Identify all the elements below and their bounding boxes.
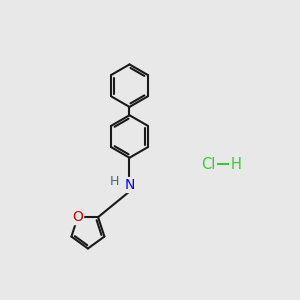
Text: H: H	[230, 157, 241, 172]
Text: H: H	[110, 175, 119, 188]
Text: O: O	[72, 210, 83, 224]
Text: N: N	[124, 178, 135, 192]
Text: Cl: Cl	[201, 157, 215, 172]
